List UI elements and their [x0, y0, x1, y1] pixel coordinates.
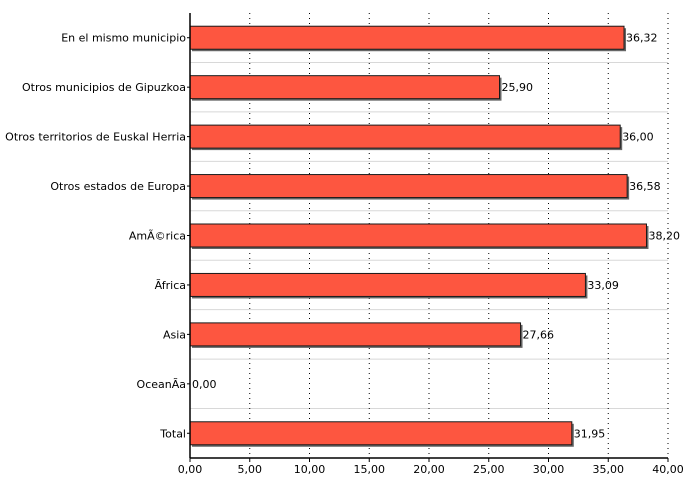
bar [189, 322, 522, 347]
bar [189, 421, 573, 446]
data-label: 36,00 [622, 131, 654, 144]
bar [189, 75, 501, 100]
x-tick-label: 10,00 [294, 463, 326, 476]
category-label: AmÃ©rica [129, 230, 186, 243]
category-label: Otros municipios de Gipuzkoa [22, 81, 186, 94]
data-label: 0,00 [192, 378, 217, 391]
x-tick-label: 40,00 [652, 463, 684, 476]
x-tick-label: 25,00 [473, 463, 505, 476]
x-tick-label: 0,00 [178, 463, 203, 476]
data-label: 36,58 [629, 180, 661, 193]
labels: 36,32 En el mismo municipio 25,90 Otros mun… [5, 32, 684, 476]
category-label: Otros estados de Europa [50, 180, 186, 193]
category-label: En el mismo municipio [61, 32, 186, 45]
category-label: Total [159, 427, 186, 440]
category-label: Otros territorios de Euskal Herria [5, 131, 186, 144]
x-tick-label: 30,00 [533, 463, 565, 476]
x-tick-label: 20,00 [413, 463, 445, 476]
category-label: Ãfrica [155, 279, 186, 292]
bar [189, 272, 586, 297]
bars [189, 25, 649, 447]
data-label: 27,66 [523, 328, 555, 341]
bar [189, 223, 647, 248]
data-label: 33,09 [587, 279, 619, 292]
x-tick-label: 5,00 [238, 463, 263, 476]
data-label: 36,32 [626, 32, 658, 45]
bar [189, 25, 625, 50]
x-tick-label: 15,00 [354, 463, 386, 476]
category-label: OceanÃ­a [137, 378, 186, 391]
data-label: 31,95 [574, 427, 606, 440]
bar [189, 174, 628, 199]
axes [187, 13, 669, 462]
category-label: Asia [163, 328, 186, 341]
bar [189, 124, 621, 149]
data-label: 25,90 [502, 81, 534, 94]
x-tick-label: 35,00 [593, 463, 625, 476]
grid [190, 13, 669, 458]
data-label: 38,20 [648, 230, 680, 243]
